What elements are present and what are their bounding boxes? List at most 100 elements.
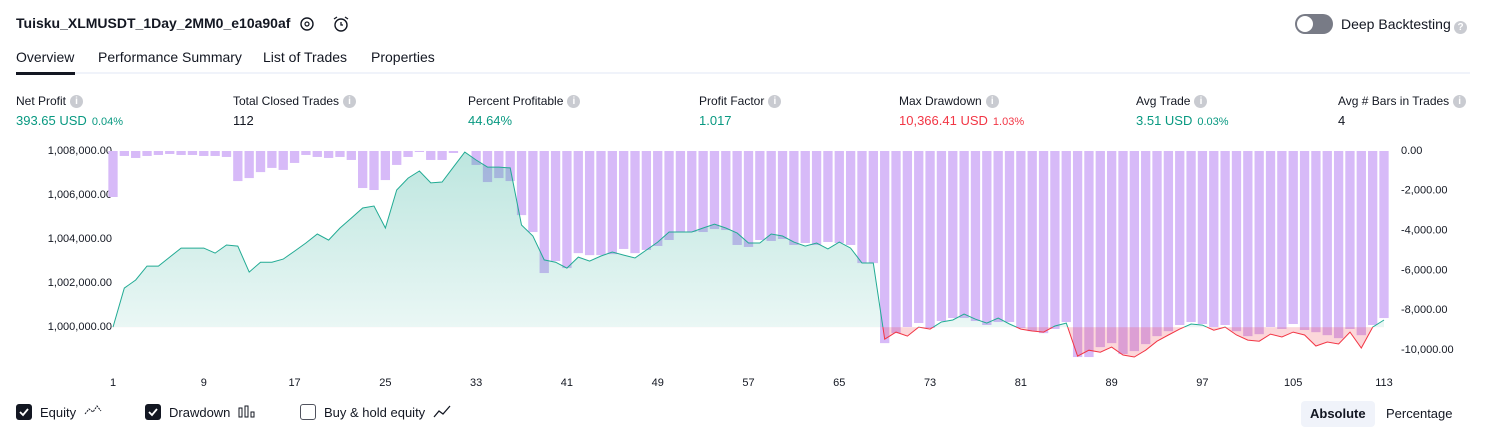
drawdown-bar <box>153 151 164 155</box>
tab[interactable]: Overview <box>16 49 75 65</box>
drawdown-bar <box>766 151 776 241</box>
checkbox[interactable] <box>16 404 32 420</box>
checkbox[interactable] <box>145 404 161 420</box>
mode-button[interactable]: Percentage <box>1386 406 1453 421</box>
drawdown-bar <box>1220 151 1230 326</box>
drawdown-bar <box>857 151 867 264</box>
drawdown-bar <box>1129 151 1139 352</box>
x-tick-label: 105 <box>1284 377 1302 389</box>
drawdown-bar <box>119 151 130 156</box>
drawdown-bar <box>1175 151 1185 326</box>
metric-value-text: 44.64% <box>468 113 513 128</box>
drawdown-bar <box>925 151 935 328</box>
equity-area <box>113 152 1384 328</box>
y2-tick-label: -2,000.00 <box>1401 185 1447 197</box>
legend-option[interactable]: Drawdown <box>145 404 256 420</box>
tab[interactable]: Properties <box>371 49 435 65</box>
drawdown-bar <box>1322 151 1332 336</box>
strategy-title: Tuisku_XLMUSDT_1Day_2MM0_e10a90af <box>16 15 291 31</box>
drawdown-bar <box>1288 151 1298 325</box>
drawdown-bar <box>187 151 198 155</box>
drawdown-bar <box>675 151 686 233</box>
metric-label-text: Max Drawdown <box>899 94 982 108</box>
legend-option[interactable]: Equity <box>16 404 102 420</box>
metric-value-text: 4 <box>1338 113 1346 128</box>
drawdown-bar <box>982 151 992 326</box>
y2-tick-label: -4,000.00 <box>1401 225 1447 237</box>
drawdown-bar <box>221 151 232 157</box>
drawdown-bar <box>630 151 640 254</box>
y2-tick-label: -6,000.00 <box>1401 264 1447 276</box>
metric-value-text: 393.65 USD <box>16 113 87 128</box>
drawdown-bar <box>732 151 742 245</box>
metric-label: Profit Factor i <box>699 94 782 108</box>
metric-value-text: 3.51 USD <box>1136 113 1193 128</box>
drawdown-bar <box>1231 151 1242 332</box>
tab[interactable]: Performance Summary <box>98 49 242 65</box>
drawdown-bar <box>1084 151 1094 358</box>
equity-line-below <box>112 327 1374 358</box>
x-tick-label: 33 <box>470 377 482 389</box>
info-icon[interactable]: i <box>768 94 782 108</box>
drawdown-bar <box>970 151 981 322</box>
drawdown-bar <box>1311 151 1321 333</box>
info-icon[interactable]: i <box>567 94 581 108</box>
drawdown-bar <box>1345 151 1355 329</box>
drawdown-bar <box>1163 151 1174 332</box>
drawdown-bar <box>777 151 788 239</box>
drawdown-bar <box>369 151 379 191</box>
drawdown-bar <box>1197 151 1208 325</box>
drawdown-bar <box>993 151 1003 323</box>
drawdown-bar <box>448 151 459 153</box>
x-tick-label: 1 <box>110 377 116 389</box>
drawdown-bar <box>1254 151 1264 335</box>
metric-label-text: Avg Trade <box>1136 94 1191 108</box>
drawdown-bar <box>823 151 833 242</box>
drawdown-bar <box>721 151 731 231</box>
drawdown-bar <box>1061 151 1071 323</box>
info-icon[interactable]: i <box>343 94 357 108</box>
info-icon[interactable]: i <box>70 94 84 108</box>
metric-value: 112 <box>233 113 254 128</box>
drawdown-bar <box>335 151 345 157</box>
drawdown-bar <box>176 151 186 155</box>
metric-label: Avg # Bars in Trades i <box>1338 94 1467 108</box>
tab[interactable]: List of Trades <box>263 49 348 65</box>
checkbox[interactable] <box>300 404 316 420</box>
drawdown-bar <box>210 151 220 156</box>
drawdown-bar <box>562 151 572 269</box>
info-icon[interactable]: ? <box>1454 21 1467 34</box>
drawdown-bar <box>301 151 311 155</box>
drawdown-bar <box>1095 151 1105 348</box>
info-icon[interactable]: i <box>985 94 999 108</box>
header-icons[interactable] <box>299 15 349 33</box>
legend-option[interactable]: Buy & hold equity <box>300 404 451 420</box>
legend-label: Buy & hold equity <box>324 404 426 420</box>
drawdown-bar <box>755 151 765 240</box>
legend-label: Drawdown <box>169 404 231 420</box>
drawdown-bar <box>267 151 277 168</box>
drawdown-bar <box>1038 151 1049 334</box>
info-icon[interactable]: i <box>1194 94 1208 108</box>
toggle[interactable] <box>1295 14 1333 34</box>
drawdown-bar <box>1265 151 1276 327</box>
drawdown-bar <box>142 151 152 156</box>
drawdown-bar <box>1333 151 1344 339</box>
y-tick-label: 1,004,000.00 <box>48 233 112 245</box>
drawdown-bar <box>312 151 322 157</box>
drawdown-bar <box>1209 151 1219 327</box>
drawdown-bar <box>165 151 175 154</box>
drawdown-bar <box>880 151 890 344</box>
drawdown-bar <box>1141 151 1151 345</box>
info-icon[interactable]: i <box>1453 94 1467 108</box>
x-tick-label: 17 <box>288 377 300 389</box>
drawdown-bar <box>743 151 754 247</box>
drawdown-bar <box>403 151 413 157</box>
drawdown-bar <box>414 151 425 152</box>
mode-button[interactable]: Absolute <box>1301 401 1375 427</box>
metric-value: 3.51 USD 0.03% <box>1136 113 1229 128</box>
drawdown-bar <box>1299 151 1310 330</box>
metric-label-text: Net Profit <box>16 94 67 108</box>
metric-value: 44.64% <box>468 113 512 128</box>
